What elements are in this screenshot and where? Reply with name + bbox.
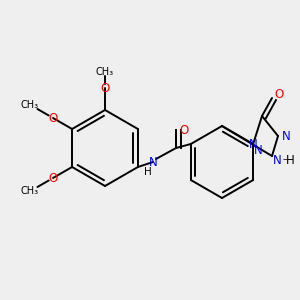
Text: H: H (144, 167, 152, 177)
Text: N: N (282, 130, 290, 142)
Text: O: O (48, 112, 58, 124)
Text: O: O (100, 82, 109, 94)
Text: O: O (274, 88, 284, 100)
Text: O: O (179, 124, 189, 136)
Text: CH₃: CH₃ (21, 100, 39, 110)
Text: O: O (48, 172, 58, 184)
Text: N: N (249, 137, 258, 151)
Text: CH₃: CH₃ (21, 187, 39, 196)
Text: N: N (148, 155, 158, 169)
Text: N: N (254, 143, 262, 157)
Text: CH₃: CH₃ (96, 67, 114, 77)
Text: –: – (283, 155, 287, 164)
Text: H: H (286, 154, 294, 166)
Text: N: N (273, 154, 281, 166)
